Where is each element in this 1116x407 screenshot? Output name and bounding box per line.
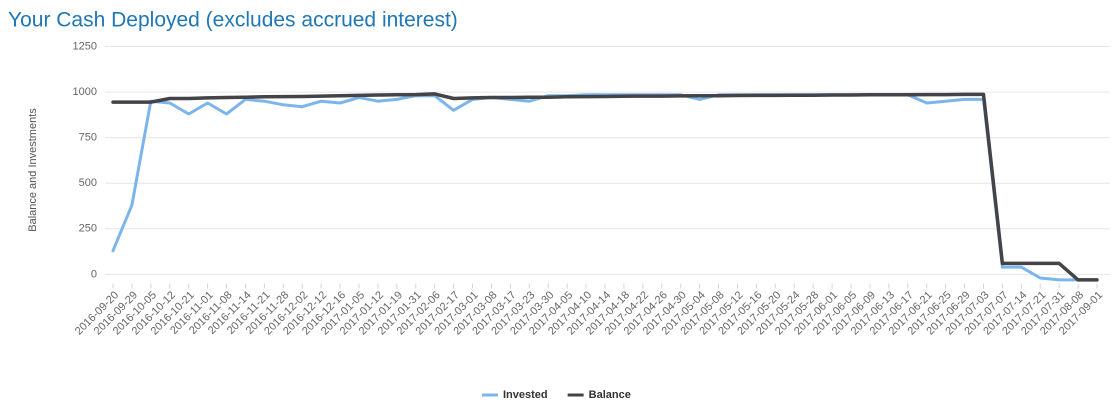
series-line	[111, 93, 1099, 282]
y-tick-label: 1250	[73, 40, 97, 52]
chart-title: Your Cash Deployed (excludes accrued int…	[8, 9, 458, 32]
legend-label: Invested	[503, 389, 548, 401]
y-axis-title: Balance and Investments	[27, 108, 39, 232]
series-line	[111, 92, 1099, 282]
y-tick-label: 1000	[73, 86, 97, 98]
y-tick-label: 0	[91, 268, 97, 280]
y-tick-label: 500	[79, 177, 97, 189]
legend-label: Balance	[589, 389, 631, 401]
y-tick-label: 750	[79, 132, 97, 144]
y-tick-label: 250	[79, 223, 97, 235]
